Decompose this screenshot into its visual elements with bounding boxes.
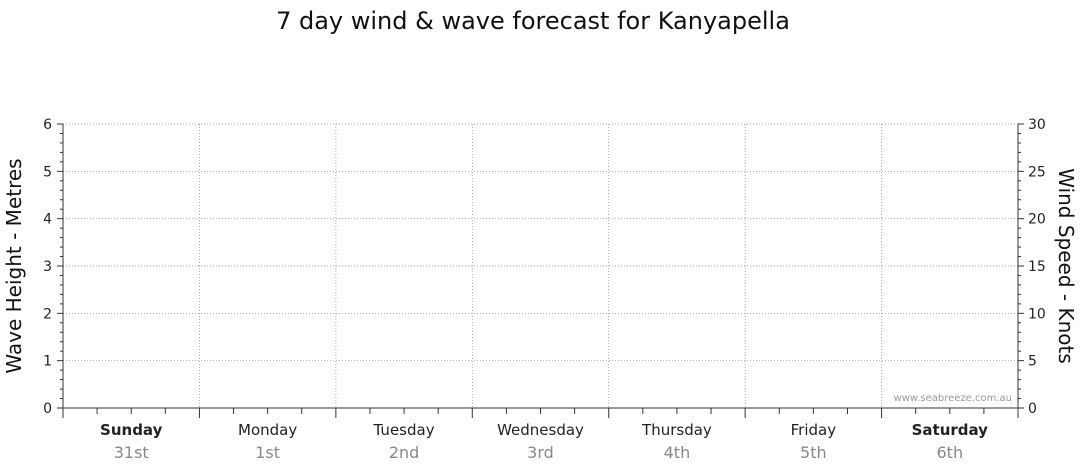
left-tick-label: 2 <box>43 306 52 322</box>
left-tick-label: 6 <box>43 117 52 133</box>
date-label: 1st <box>255 443 280 462</box>
right-tick-label: 10 <box>1028 306 1046 322</box>
day-label: Wednesday <box>497 421 584 439</box>
date-label: 3rd <box>527 443 554 462</box>
right-tick-label: 0 <box>1028 401 1037 417</box>
left-tick-label: 4 <box>43 212 52 228</box>
day-label: Tuesday <box>373 421 435 439</box>
date-label: 31st <box>114 443 149 462</box>
left-tick-label: 5 <box>43 164 52 180</box>
watermark: www.seabreeze.com.au <box>894 393 1012 404</box>
date-label: 2nd <box>389 443 419 462</box>
day-label: Saturday <box>912 421 989 439</box>
day-label: Sunday <box>100 421 163 439</box>
date-label: 4th <box>664 443 691 462</box>
left-axis-title: Wave Height - Metres <box>2 158 26 373</box>
right-tick-label: 5 <box>1028 354 1037 370</box>
date-label: 5th <box>800 443 827 462</box>
date-label: 6th <box>936 443 963 462</box>
day-label: Monday <box>238 421 297 439</box>
day-label: Thursday <box>641 421 712 439</box>
day-label: Friday <box>791 421 837 439</box>
plot-area: 0 1 2 3 4 5 6 0 5 10 15 20 25 30 Sunday 31st Monday 1st Tu… <box>43 117 1046 462</box>
left-tick-label: 3 <box>43 259 52 275</box>
right-tick-label: 25 <box>1028 164 1046 180</box>
chart-title: 7 day wind & wave forecast for Kanyapell… <box>276 7 790 35</box>
right-tick-label: 30 <box>1028 117 1046 133</box>
right-tick-label: 15 <box>1028 259 1046 275</box>
right-axis-title: Wind Speed - Knots <box>1054 168 1078 364</box>
left-tick-label: 1 <box>43 354 52 370</box>
right-tick-label: 20 <box>1028 212 1046 228</box>
left-tick-label: 0 <box>43 401 52 417</box>
